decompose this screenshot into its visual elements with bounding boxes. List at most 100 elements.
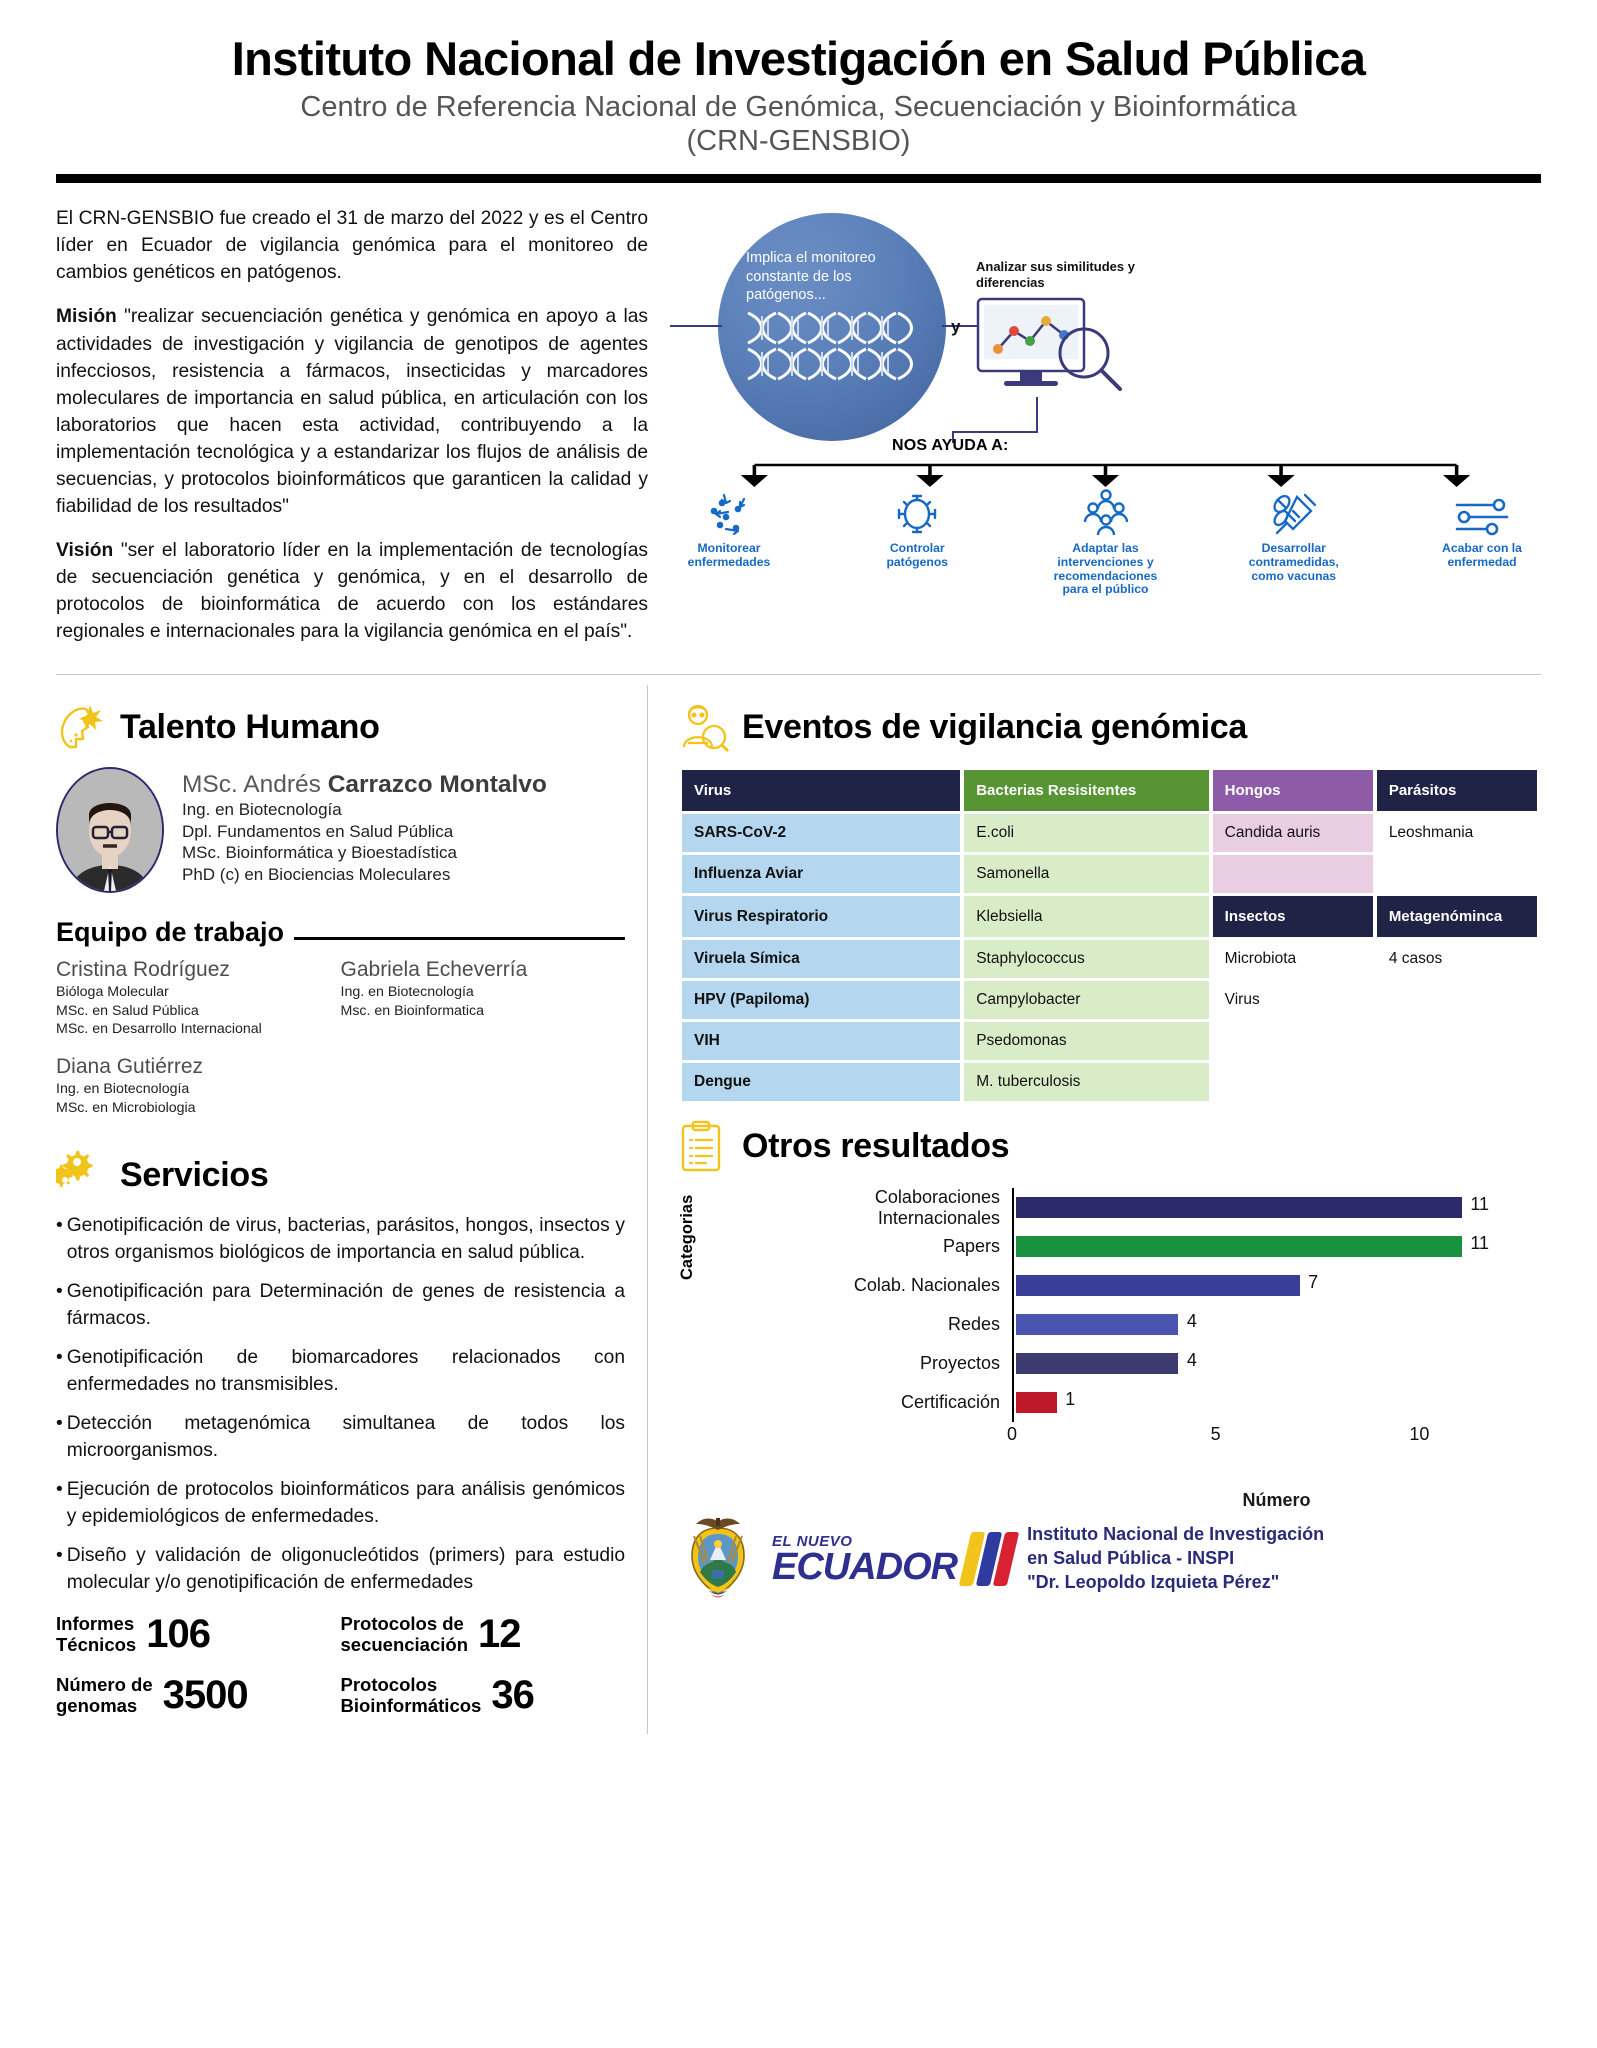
gears-icon xyxy=(50,1149,108,1201)
cell-bacteria: E.coli xyxy=(964,814,1209,853)
cell-insecto: Virus xyxy=(1212,981,1373,1020)
ecuador-coat-of-arms-icon xyxy=(678,1508,758,1609)
list-item: • Genotipificación para Determinación de … xyxy=(56,1279,625,1332)
chart-row: Colaboraciones Internacionales 11 xyxy=(754,1187,1541,1228)
main-body: Talento Humano xyxy=(50,685,1541,1735)
stat-informes-tecnicos: Informes Técnicos 106 xyxy=(56,1612,341,1657)
cell-empty xyxy=(1212,1063,1373,1102)
lead-degree-1: Ing. en Biotecnología xyxy=(182,799,342,819)
people-group-icon xyxy=(1047,483,1165,537)
cell-bacteria: Klebsiella xyxy=(964,896,1209,938)
talento-title: Talento Humano xyxy=(120,707,380,746)
chart-bar-track: 4 xyxy=(1012,1344,1541,1384)
eventos-title: Eventos de vigilancia genómica xyxy=(742,707,1247,746)
cell-empty xyxy=(1376,1022,1537,1061)
table-row: SARS-CoV-2 E.coli Candida auris Leoshman… xyxy=(682,814,1537,853)
help-label-acabar: Acabar con la enfermedad xyxy=(1442,541,1522,569)
top-section: El CRN-GENSBIO fue creado el 31 de marzo… xyxy=(56,205,1541,662)
clipboard-icon xyxy=(678,1120,730,1172)
help-item-monitorear: Monitorear enfermedades xyxy=(670,483,788,597)
x-tick: 0 xyxy=(1006,1424,1018,1445)
bullet-icon: • xyxy=(56,1281,63,1303)
member-degree: MSc. en Microbiologia xyxy=(56,1099,196,1116)
stat-label-line2: secuenciación xyxy=(340,1633,469,1655)
lead-name-prefix: MSc. Andrés xyxy=(182,771,328,799)
member-degree: Bióloga Molecular xyxy=(56,983,169,1000)
cell-bacteria: Psedomonas xyxy=(964,1022,1209,1061)
mision-label: Misión xyxy=(56,306,117,328)
avatar xyxy=(56,767,164,894)
lead-degree-2: Dpl. Fundamentos en Salud Pública xyxy=(182,821,454,841)
chart-x-axis-label: Número xyxy=(1242,1490,1311,1511)
stat-numero-genomas: Número de genomas 3500 xyxy=(56,1673,341,1718)
cell-virus: Influenza Aviar xyxy=(682,855,961,894)
cell-empty xyxy=(1376,1063,1537,1102)
section-divider xyxy=(56,674,1541,676)
table-body: SARS-CoV-2 E.coli Candida auris Leoshman… xyxy=(682,814,1537,1102)
team-member: Diana Gutiérrez Ing. en Biotecnología MS… xyxy=(56,1055,341,1117)
list-item: • Genotipificación de virus, bacterias, p… xyxy=(56,1213,625,1266)
col-header-parasitos: Parásitos xyxy=(1376,770,1537,812)
col-header-insectos: Insectos xyxy=(1212,896,1373,938)
x-tick: 5 xyxy=(1210,1424,1221,1445)
stat-label-line2: Bioinformáticos xyxy=(340,1694,482,1716)
connector-line-left xyxy=(670,325,722,328)
member-degree: Msc. en Bioinformatica xyxy=(340,1002,485,1019)
team-member: Cristina Rodríguez Bióloga Molecular MSc… xyxy=(56,958,341,1039)
list-item: • Genotipificación de biomarcadores relac… xyxy=(56,1345,625,1398)
axis-spacer xyxy=(754,1422,1012,1468)
member-name: Cristina Rodríguez xyxy=(56,958,230,982)
help-item-desarrollar: Desarrollar contramedidas, como vacunas xyxy=(1235,483,1353,597)
chart-category-label: Proyectos xyxy=(919,1353,1000,1374)
cell-parasito: Leoshmania xyxy=(1376,814,1537,853)
stat-label-line1: Protocolos de xyxy=(340,1613,464,1635)
chart-value-label: 4 xyxy=(1186,1350,1197,1371)
member-degree: Ing. en Biotecnología xyxy=(56,1080,190,1097)
analysis-monitor-icon xyxy=(976,297,1126,395)
help-item-acabar: Acabar con la enfermedad xyxy=(1423,483,1541,597)
connector-elbow-line xyxy=(952,431,1038,434)
col-header-bacterias: Bacterias Resisitentes xyxy=(964,770,1209,812)
surveillance-diagram: Implica el monitoreo constante de los pa… xyxy=(670,205,1541,625)
bullet-icon: • xyxy=(56,1413,63,1435)
chart-x-axis: 0 5 10 xyxy=(754,1422,1541,1468)
circle-caption: Implica el monitoreo constante de los pa… xyxy=(746,250,876,304)
otros-header: Otros resultados xyxy=(678,1120,1541,1172)
chart-category-label: Papers xyxy=(942,1236,1000,1257)
pathogen-monitoring-circle: Implica el monitoreo constante de los pa… xyxy=(718,213,946,442)
lead-degree-3: MSc. Bioinformática y Bioestadística xyxy=(182,843,457,863)
cell-empty xyxy=(1376,855,1537,894)
footer-logo-block: EL NUEVO ECUADOR Instituto Nacional de I… xyxy=(678,1508,1541,1609)
chart-category-label: Certificación xyxy=(900,1392,1000,1413)
person-search-icon xyxy=(678,701,730,753)
page-subtitle: Centro de Referencia Nacional de Genómic… xyxy=(56,90,1541,158)
cell-metagenomica: 4 casos xyxy=(1376,940,1537,979)
poster-header: Instituto Nacional de Investigación en S… xyxy=(56,0,1541,184)
help-icons-row: Monitorear enfermedades xyxy=(670,483,1541,597)
member-degree: MSc. en Desarrollo Internacional xyxy=(56,1021,262,1038)
cell-bacteria: M. tuberculosis xyxy=(964,1063,1209,1102)
stat-label-line1: Protocolos xyxy=(340,1674,438,1696)
cell-virus: Virus Respiratorio xyxy=(682,896,961,938)
cell-virus: VIH xyxy=(682,1022,961,1061)
connector-drop-line xyxy=(1036,397,1038,432)
page-title: Instituto Nacional de Investigación en S… xyxy=(231,32,1366,85)
bullet-icon: • xyxy=(56,1215,63,1237)
stat-label: Protocolos Bioinformáticos xyxy=(340,1674,482,1716)
chart-bar-track: 11 xyxy=(1012,1227,1541,1267)
chart-row: Certificación 1 xyxy=(754,1383,1541,1423)
chart-row: Colab. Nacionales 7 xyxy=(754,1266,1541,1306)
stat-label: Protocolos de secuenciación xyxy=(340,1613,469,1655)
chart-row: Proyectos 4 xyxy=(754,1344,1541,1384)
cell-empty xyxy=(1212,1022,1373,1061)
cell-insecto: Microbiota xyxy=(1212,940,1373,979)
cell-empty xyxy=(1376,981,1537,1020)
connector-elbow-drop xyxy=(952,431,954,444)
cell-bacteria: Samonella xyxy=(964,855,1209,894)
service-text: Genotipificación de virus, bacterias, pa… xyxy=(66,1215,625,1263)
otros-resultados-chart: Categorias Colaboraciones Internacionale… xyxy=(678,1187,1541,1511)
lead-person: MSc. Andrés Carrazco Montalvo Ing. en Bi… xyxy=(56,767,625,894)
equipo-header: Equipo de trabajo xyxy=(56,917,625,948)
talento-header: Talento Humano xyxy=(56,701,625,753)
vision-label: Visión xyxy=(56,539,114,561)
